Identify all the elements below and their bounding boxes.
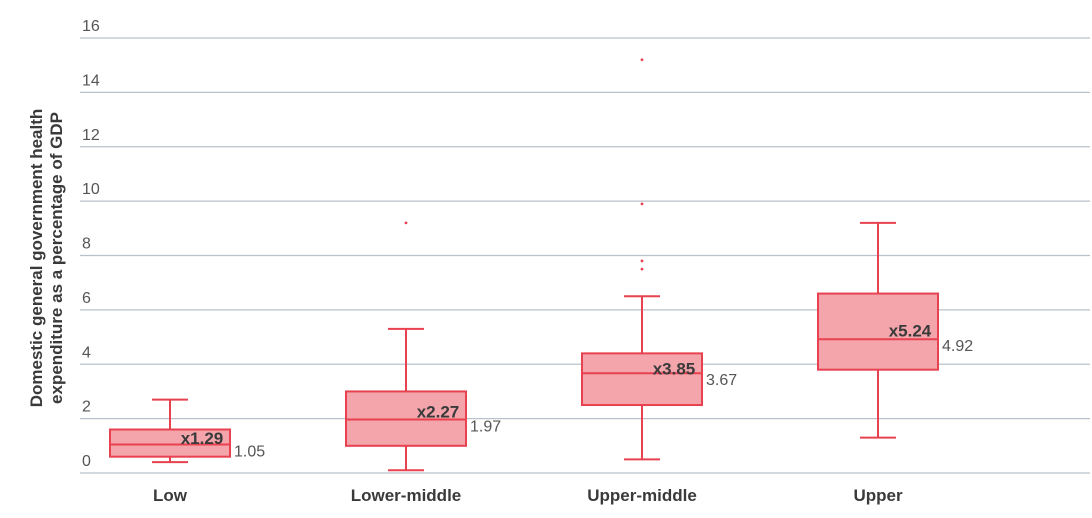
- x-axis-ticks: Low Lower-middle Upper-middle Upper: [153, 486, 903, 505]
- boxes: x1.29 1.05 x2.27 1.97 x3.85 3.67 x5.24 4.92: [109, 58, 973, 472]
- outlier-point: [640, 267, 644, 271]
- iqr-box: [109, 428, 231, 458]
- median-label: 1.97: [470, 418, 501, 435]
- y-tick-label: 0: [82, 453, 91, 470]
- x-category-label: Upper: [853, 486, 903, 505]
- iqr-box: [581, 352, 703, 407]
- mean-label: x1.29: [181, 429, 224, 448]
- outlier-point: [640, 259, 644, 263]
- y-axis-label-line-2: expenditure as a percentage of GDP: [47, 112, 66, 404]
- box-group: x3.85 3.67: [581, 58, 737, 461]
- x-category-label: Lower-middle: [351, 486, 462, 505]
- box-group: x5.24 4.92: [817, 221, 973, 439]
- median-label: 1.05: [234, 443, 265, 460]
- y-tick-label: 14: [82, 72, 100, 89]
- x-category-label: Upper-middle: [587, 486, 697, 505]
- outlier-point: [640, 202, 644, 206]
- y-tick-label: 2: [82, 399, 91, 416]
- box-group: x2.27 1.97: [345, 221, 501, 472]
- y-tick-label: 6: [82, 290, 91, 307]
- mean-label: x3.85: [653, 359, 696, 378]
- y-tick-label: 10: [82, 181, 100, 198]
- iqr-box: [817, 292, 939, 371]
- outlier-point: [640, 58, 644, 62]
- y-axis-label-line-1: Domestic general government health: [27, 108, 46, 408]
- y-tick-label: 12: [82, 127, 100, 144]
- y-axis-ticks: 0 2 4 6 8 10 12 14 16: [82, 18, 100, 470]
- y-tick-label: 4: [82, 344, 91, 361]
- x-category-label: Low: [153, 486, 188, 505]
- y-tick-label: 8: [82, 236, 91, 253]
- outlier-point: [404, 221, 408, 225]
- y-axis-label: Domestic general government health expen…: [27, 0, 67, 518]
- mean-label: x5.24: [889, 322, 932, 341]
- median-label: 4.92: [942, 338, 973, 355]
- median-label: 3.67: [706, 372, 737, 389]
- mean-label: x2.27: [417, 402, 460, 421]
- box-group: x1.29 1.05: [109, 398, 265, 464]
- y-tick-label: 16: [82, 18, 100, 35]
- gridlines: [80, 37, 1090, 474]
